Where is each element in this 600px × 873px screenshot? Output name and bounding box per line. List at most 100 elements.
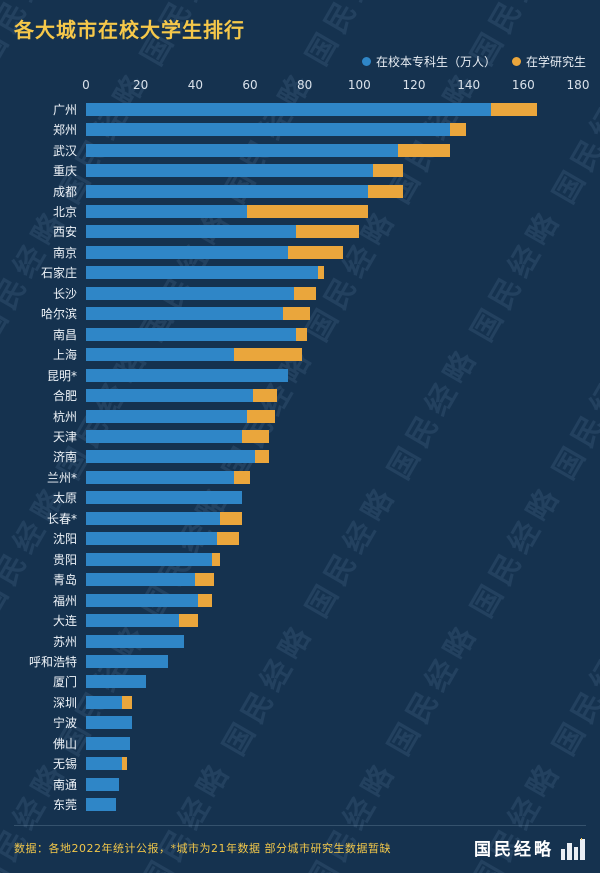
bar-row-label: 成都 bbox=[52, 184, 77, 199]
bar-track bbox=[86, 348, 578, 362]
legend-dot-grad-icon bbox=[511, 57, 521, 66]
bar-segment-grad bbox=[293, 286, 316, 300]
bar-segment-undergrad bbox=[86, 654, 168, 668]
bar-row-label: 杭州 bbox=[52, 409, 77, 424]
bar-row: 重庆 bbox=[14, 161, 586, 181]
bar-row-label: 南京 bbox=[52, 245, 77, 260]
bar-row: 上海 bbox=[14, 345, 586, 365]
bar-track bbox=[86, 573, 578, 587]
bar-segment-grad bbox=[121, 757, 127, 771]
bar-track bbox=[86, 511, 578, 525]
bar-row: 宁波 bbox=[14, 713, 586, 733]
bar-row-label: 苏州 bbox=[52, 634, 77, 649]
bar-segment-grad bbox=[373, 164, 404, 178]
bar-segment-undergrad bbox=[86, 798, 117, 812]
bar-row-label: 南昌 bbox=[52, 327, 77, 342]
bar-track bbox=[86, 654, 578, 668]
bar-row: 西安 bbox=[14, 222, 586, 242]
legend-label-undergrad: 在校本专科生（万人） bbox=[375, 55, 496, 69]
bar-segment-grad bbox=[233, 470, 250, 484]
bar-row: 郑州 bbox=[14, 120, 586, 140]
bar-track bbox=[86, 245, 578, 259]
bar-track bbox=[86, 491, 578, 505]
legend-item-undergrad: 在校本专科生（万人） bbox=[361, 53, 496, 70]
bar-row: 太原 bbox=[14, 488, 586, 508]
bar-segment-grad bbox=[247, 204, 368, 218]
footer: 数据：各地2022年统计公报，*城市为21年数据 部分城市研究生数据暂缺 国民经… bbox=[14, 825, 586, 873]
bar-segment-grad bbox=[241, 429, 270, 443]
bar-segment-grad bbox=[288, 245, 343, 259]
bar-segment-grad bbox=[121, 695, 133, 709]
bar-row-label: 郑州 bbox=[52, 123, 77, 138]
bar-row-label: 太原 bbox=[52, 491, 77, 506]
bar-segment-undergrad bbox=[86, 573, 196, 587]
bar-track bbox=[86, 143, 578, 157]
bar-row: 昆明* bbox=[14, 365, 586, 385]
x-axis-tick-label: 180 bbox=[566, 78, 590, 92]
x-axis: 0 20 40 60 80 100 120 140 160 180 bbox=[14, 78, 589, 96]
bar-segment-grad bbox=[233, 348, 302, 362]
bar-segment-undergrad bbox=[86, 470, 234, 484]
bar-segment-grad bbox=[296, 225, 360, 239]
bar-row-label: 青岛 bbox=[52, 573, 77, 588]
bar-rows: 广州 郑州 武汉 重庆 成都 北京 西安 南京 石家庄 长沙 哈尔滨 南昌 上海 昆明* 合肥 杭州 天津 济南兰… bbox=[14, 96, 586, 821]
bar-track bbox=[86, 695, 578, 709]
bar-segment-undergrad bbox=[86, 736, 130, 750]
bar-track bbox=[86, 225, 578, 239]
bar-segment-grad bbox=[198, 593, 212, 607]
bar-segment-undergrad bbox=[86, 532, 218, 546]
bar-track bbox=[86, 307, 578, 321]
bar-segment-undergrad bbox=[86, 102, 491, 116]
bar-row-label: 武汉 bbox=[52, 143, 77, 158]
bar-segment-undergrad bbox=[86, 695, 122, 709]
bar-segment-undergrad bbox=[86, 511, 220, 525]
bar-segment-undergrad bbox=[86, 429, 242, 443]
bar-segment-undergrad bbox=[86, 675, 147, 689]
bar-segment-undergrad bbox=[86, 552, 212, 566]
x-axis-tick-label: 80 bbox=[297, 78, 313, 92]
bar-row-label: 济南 bbox=[52, 450, 77, 465]
bar-row: 杭州 bbox=[14, 406, 586, 426]
bar-track bbox=[86, 204, 578, 218]
bar-track bbox=[86, 429, 578, 443]
bar-track bbox=[86, 184, 578, 198]
header: 各大城市在校大学生排行 在校本专科生（万人） 在学研究生 bbox=[14, 14, 586, 70]
bar-row-label: 天津 bbox=[52, 429, 77, 444]
bar-segment-grad bbox=[367, 184, 404, 198]
bar-row: 合肥 bbox=[14, 386, 586, 406]
bar-row-label: 贵阳 bbox=[52, 552, 77, 567]
bar-segment-grad bbox=[178, 614, 199, 628]
bar-segment-undergrad bbox=[86, 368, 289, 382]
page-title: 各大城市在校大学生排行 bbox=[14, 18, 245, 42]
bar-row-label: 长沙 bbox=[52, 286, 77, 301]
bar-row: 佛山 bbox=[14, 733, 586, 753]
bar-row-label: 哈尔滨 bbox=[40, 307, 77, 322]
bar-segment-grad bbox=[490, 102, 537, 116]
bar-track bbox=[86, 164, 578, 178]
bar-segment-undergrad bbox=[86, 634, 185, 648]
bar-segment-undergrad bbox=[86, 777, 119, 791]
bar-row-label: 无锡 bbox=[52, 757, 77, 772]
bar-row: 青岛 bbox=[14, 570, 586, 590]
bar-track bbox=[86, 675, 578, 689]
bar-row-label: 大连 bbox=[52, 614, 77, 629]
x-axis-ticks: 0 20 40 60 80 100 120 140 160 180 bbox=[82, 78, 589, 96]
bar-row: 苏州 bbox=[14, 631, 586, 651]
legend-dot-undergrad-icon bbox=[361, 57, 371, 66]
bar-row-label: 昆明* bbox=[46, 368, 77, 383]
bar-track bbox=[86, 123, 578, 137]
bar-row-label: 佛山 bbox=[52, 736, 77, 751]
x-axis-tick-label: 60 bbox=[242, 78, 258, 92]
bar-track bbox=[86, 552, 578, 566]
bar-segment-grad bbox=[211, 552, 220, 566]
bar-row-label: 呼和浩特 bbox=[28, 654, 77, 669]
legend-item-grad: 在学研究生 bbox=[511, 53, 586, 70]
bar-segment-undergrad bbox=[86, 450, 256, 464]
bar-row: 北京 bbox=[14, 201, 586, 221]
bar-row-label: 长春* bbox=[46, 511, 77, 526]
bar-track bbox=[86, 286, 578, 300]
bar-track bbox=[86, 450, 578, 464]
bar-segment-undergrad bbox=[86, 245, 289, 259]
bar-row: 哈尔滨 bbox=[14, 304, 586, 324]
